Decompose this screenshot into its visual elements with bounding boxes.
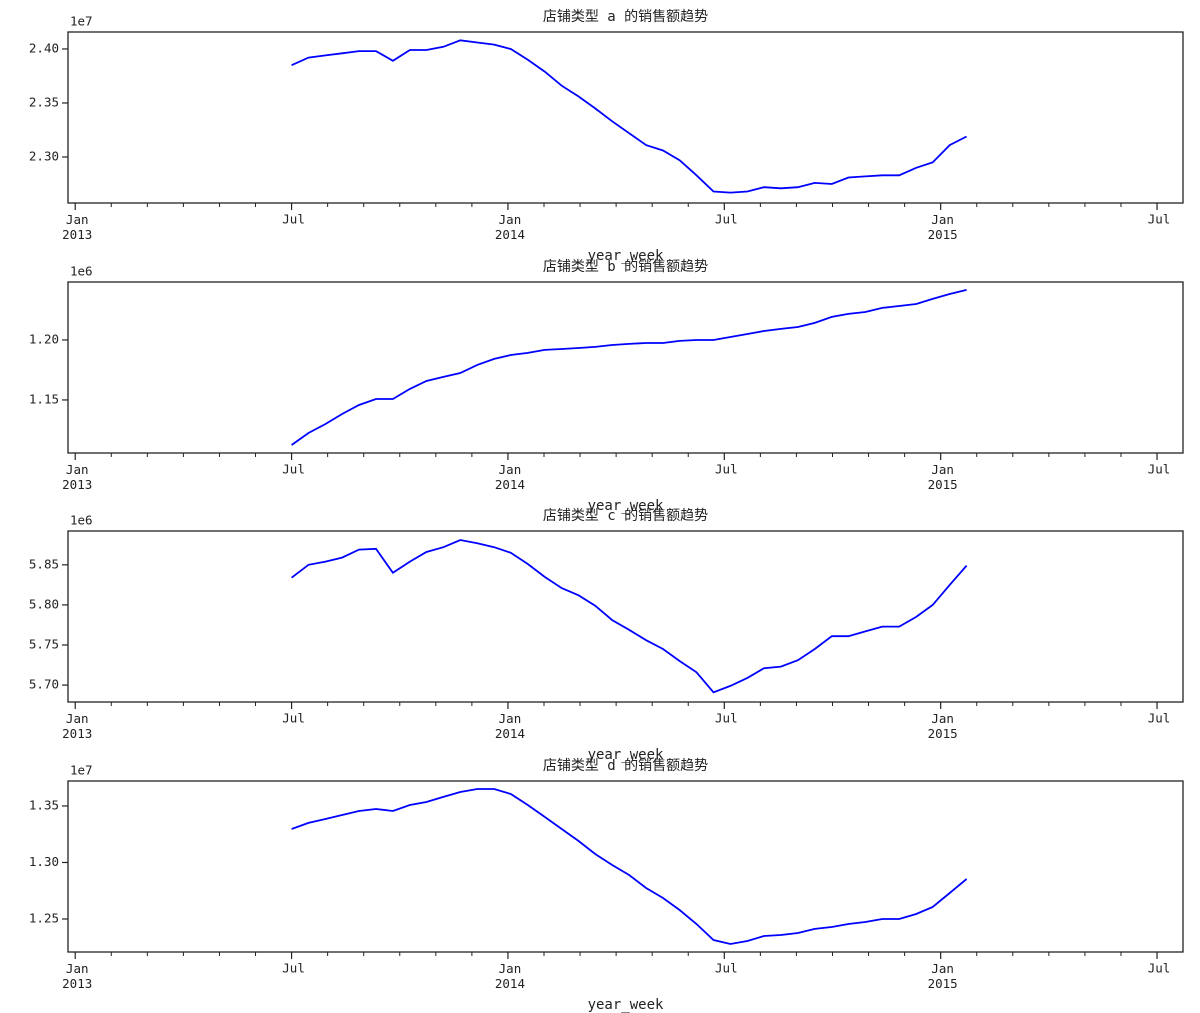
sales-line: [291, 289, 967, 446]
sales-line: [291, 788, 968, 945]
offset-label: 1e7: [70, 14, 93, 29]
sales-line: [291, 539, 968, 694]
x-tick-label: Jul: [282, 462, 305, 477]
offset-label: 1e6: [70, 513, 93, 528]
x-tick-label: Jul: [1148, 711, 1171, 726]
x-tick-label: Jan 2015: [928, 961, 958, 991]
x-tick-label: Jan 2014: [495, 212, 525, 242]
subplot-title: 店铺类型 a 的销售额趋势: [543, 9, 708, 25]
plot-frame: [67, 780, 1184, 953]
y-tick-label: 5.70: [29, 677, 59, 692]
x-tick-label: Jul: [715, 462, 738, 477]
x-axis-label: year_week: [588, 747, 664, 763]
x-tick-label: Jul: [1148, 961, 1171, 976]
plot-frame: [67, 530, 1184, 703]
x-tick-label: Jan 2013: [62, 961, 92, 991]
subplot-title: 店铺类型 b 的销售额趋势: [543, 259, 708, 275]
x-tick-label: Jan 2015: [928, 212, 958, 242]
x-tick-label: Jan 2015: [928, 711, 958, 741]
y-tick-label: 2.40: [29, 40, 59, 55]
x-tick-label: Jan 2013: [62, 711, 92, 741]
x-tick-label: Jul: [1148, 212, 1171, 227]
x-axis-label: year_week: [588, 248, 664, 264]
subplot-title: 店铺类型 d 的销售额趋势: [543, 758, 708, 774]
y-tick-label: 1.15: [29, 391, 59, 406]
x-tick-label: Jan 2014: [495, 462, 525, 492]
y-tick-label: 1.35: [29, 797, 59, 812]
x-tick-label: Jul: [715, 961, 738, 976]
y-tick-label: 2.35: [29, 94, 59, 109]
plot-frame: [67, 31, 1184, 204]
x-tick-label: Jan 2015: [928, 462, 958, 492]
plot-frame: [67, 281, 1184, 454]
y-tick-label: 5.85: [29, 556, 59, 571]
x-tick-label: Jan 2014: [495, 711, 525, 741]
x-axis-label: year_week: [588, 498, 664, 514]
x-tick-label: Jan 2013: [62, 462, 92, 492]
y-tick-label: 2.30: [29, 148, 59, 163]
sales-line: [291, 39, 968, 194]
x-tick-label: Jan 2014: [495, 961, 525, 991]
x-tick-label: Jul: [282, 212, 305, 227]
y-tick-label: 5.75: [29, 637, 59, 652]
x-tick-label: Jan 2013: [62, 212, 92, 242]
y-tick-label: 1.30: [29, 854, 59, 869]
y-tick-label: 5.80: [29, 596, 59, 611]
x-tick-label: Jul: [715, 212, 738, 227]
offset-label: 1e7: [70, 763, 93, 778]
x-tick-label: Jul: [1148, 462, 1171, 477]
y-tick-label: 1.20: [29, 331, 59, 346]
x-tick-label: Jul: [282, 711, 305, 726]
x-tick-label: Jul: [715, 711, 738, 726]
offset-label: 1e6: [70, 264, 93, 279]
x-tick-label: Jul: [282, 961, 305, 976]
y-tick-label: 1.25: [29, 910, 59, 925]
x-axis-label: year_week: [588, 997, 664, 1013]
subplot-title: 店铺类型 c 的销售额趋势: [543, 508, 708, 524]
